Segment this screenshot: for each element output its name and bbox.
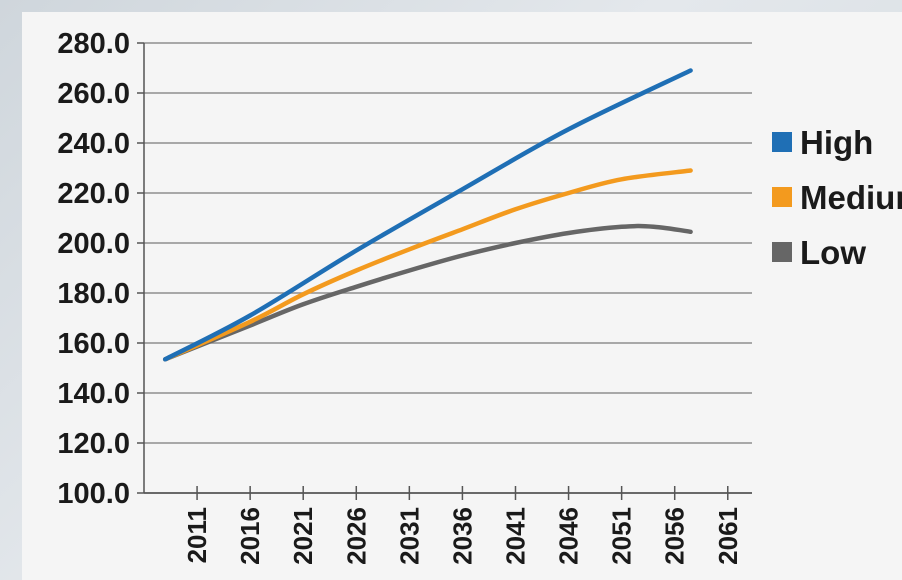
y-tick-label: 240.0 [57, 128, 130, 160]
legend-swatch-medium [772, 187, 792, 207]
x-tick-label: 2051 [607, 507, 637, 565]
x-tick-label: 2036 [447, 507, 477, 565]
x-tick-label: 2061 [713, 507, 743, 565]
x-tick-label: 2026 [341, 507, 371, 565]
legend: High Medium Low [772, 124, 902, 271]
x-tick-label: 2011 [182, 507, 212, 563]
y-tick-label: 140.0 [57, 378, 130, 410]
series-line-low [162, 223, 693, 362]
x-tick-label: 2021 [288, 507, 318, 565]
y-tick-label: 100.0 [57, 478, 130, 510]
x-tick-label: 2056 [660, 507, 690, 565]
y-tick-label: 160.0 [57, 328, 130, 360]
axes: 100.0 120.0 140.0 160.0 180.0 200.0 220.0 240.0… [57, 28, 752, 565]
legend-swatch-high [772, 132, 792, 152]
line-chart: 100.0 120.0 140.0 160.0 180.0 200.0 220.0 240.0… [57, 28, 902, 565]
y-tick-label: 220.0 [57, 178, 130, 210]
y-tick-label: 260.0 [57, 78, 130, 110]
legend-label-medium: Medium [800, 179, 902, 216]
series-lines [162, 68, 693, 362]
grid-lines [144, 42, 752, 444]
series-line-high [162, 68, 693, 362]
y-tick-label: 200.0 [57, 228, 130, 260]
legend-swatch-low [772, 242, 792, 262]
x-tick-label: 2031 [394, 507, 424, 565]
y-tick-label: 180.0 [57, 278, 130, 310]
chart-panel: 100.0 120.0 140.0 160.0 180.0 200.0 220.0 240.0… [22, 12, 902, 580]
legend-label-low: Low [800, 234, 866, 271]
x-tick-label: 2041 [500, 507, 530, 565]
x-tick-label: 2016 [235, 507, 265, 565]
legend-label-high: High [800, 124, 873, 161]
series-line-medium [162, 168, 693, 362]
y-tick-label: 280.0 [57, 28, 130, 60]
y-tick-label: 120.0 [57, 428, 130, 460]
x-tick-label: 2046 [554, 507, 584, 565]
